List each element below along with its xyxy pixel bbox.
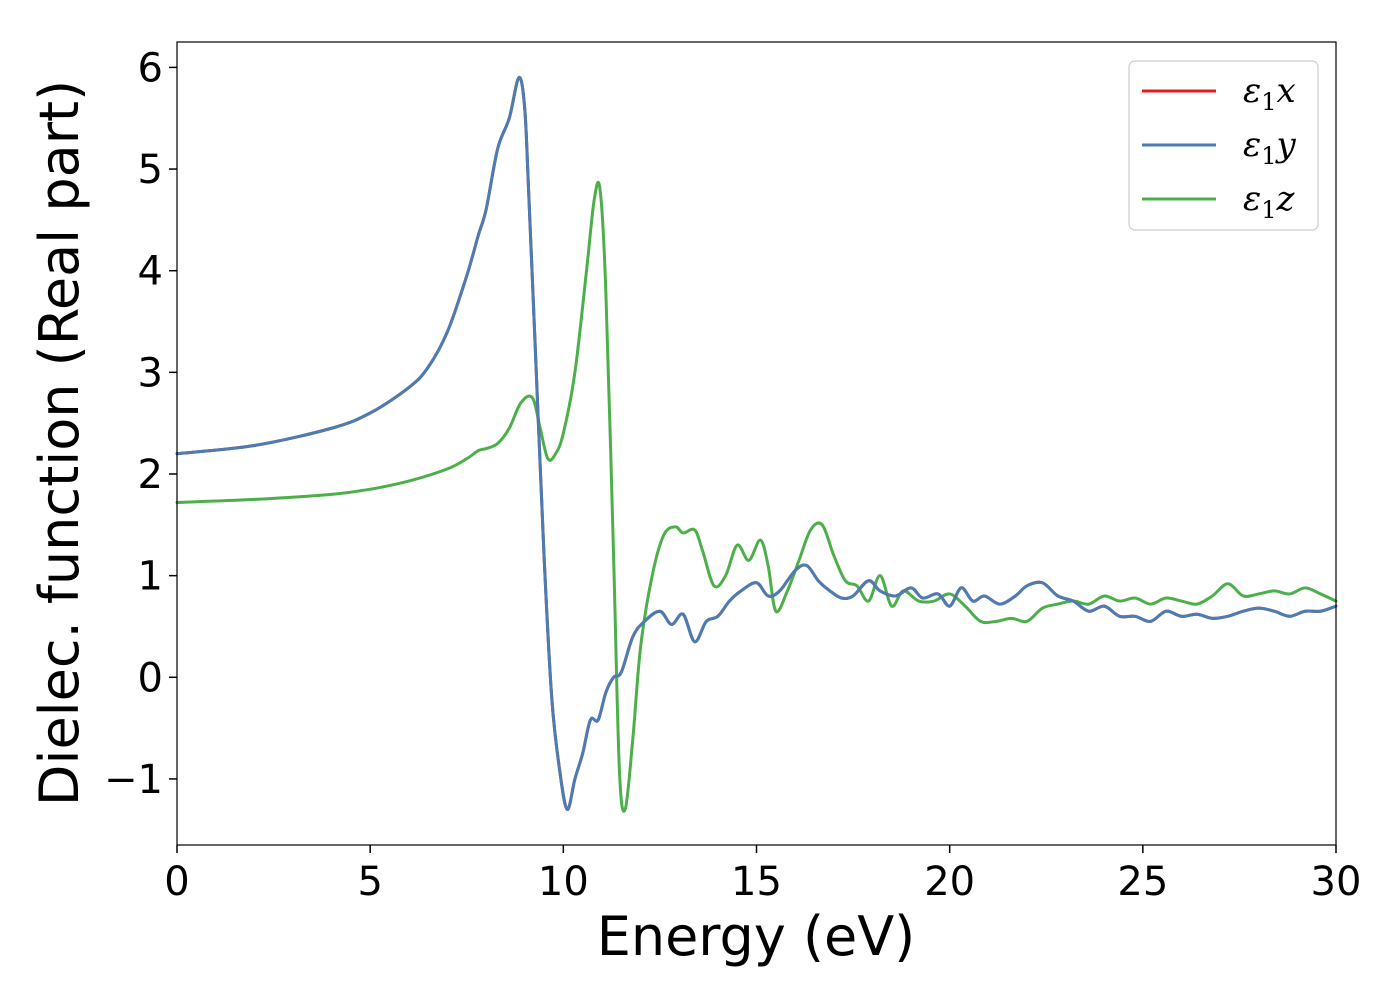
legend-item-x: ε1x	[1142, 71, 1296, 116]
x-tick-label: 30	[1311, 859, 1362, 905]
x-tick-label: 0	[164, 859, 189, 905]
y-tick-label: 4	[138, 249, 163, 295]
legend-items: ε1x ε1y ε1z	[1142, 71, 1297, 224]
y-axis-ticks: −1 0 1 2 3 4 5 6	[104, 45, 177, 803]
y-axis-label: Dielec. function (Real part)	[28, 80, 91, 806]
legend-box	[1128, 60, 1319, 231]
series-line-z	[175, 180, 1338, 813]
legend-item-z: ε1z	[1142, 179, 1296, 224]
x-tick-label: 20	[924, 859, 975, 905]
y-tick-label: 6	[138, 45, 163, 91]
legend-label: ε1z	[1243, 179, 1296, 224]
x-axis-ticks: 0 5 10 15 20 25 30	[164, 845, 1361, 905]
series-line-y	[175, 76, 1338, 811]
y-tick-label: 1	[138, 554, 163, 600]
series-layer	[175, 76, 1338, 813]
x-tick-label: 5	[357, 859, 382, 905]
x-tick-label: 25	[1117, 859, 1168, 905]
legend-item-y: ε1y	[1142, 125, 1297, 170]
x-axis-label: Energy (eV)	[597, 905, 916, 968]
y-tick-label: 5	[138, 147, 163, 193]
y-tick-label: −1	[104, 757, 163, 803]
x-tick-label: 10	[538, 859, 589, 905]
legend: ε1x ε1y ε1z	[1128, 60, 1319, 231]
y-tick-label: 0	[138, 655, 163, 701]
legend-label: ε1y	[1243, 125, 1297, 170]
x-tick-label: 15	[731, 859, 782, 905]
y-tick-label: 2	[138, 452, 163, 498]
y-tick-label: 3	[138, 350, 163, 396]
legend-label: ε1x	[1243, 71, 1296, 116]
